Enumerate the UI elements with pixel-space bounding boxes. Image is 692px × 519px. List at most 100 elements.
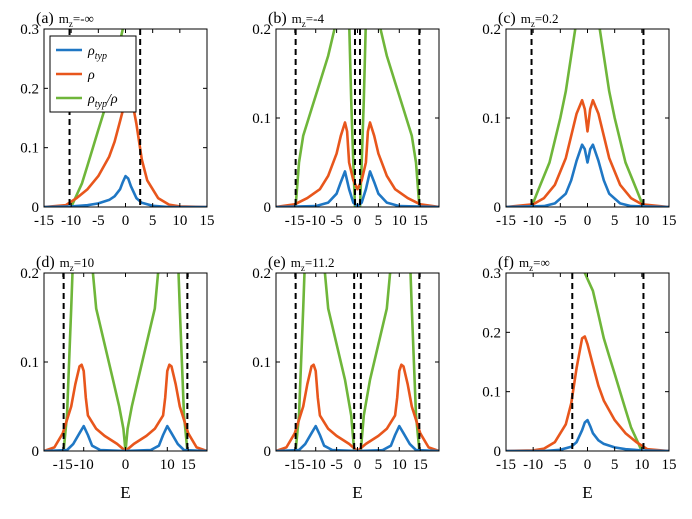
x-axis-label: E [352, 483, 362, 502]
x-axis-label: E [120, 483, 130, 502]
mz-sub: z [301, 263, 305, 273]
x-tick-label: -5 [330, 213, 343, 229]
panel-f: 0 0.1 0.2 0.3 -15 -10 -5 0 5 10 15 (f) mz=∞ E [482, 254, 676, 502]
panel-letter: (d) [36, 254, 55, 271]
legend-label-ratio: ρtyp/ρ [87, 92, 118, 110]
x-tick-label: -5 [330, 457, 343, 473]
x-tick-label: -5 [554, 213, 567, 229]
mz-sub: z [531, 19, 535, 29]
series-ratio-line [323, 273, 356, 451]
panel-letter: (f) [498, 254, 514, 271]
x-tick-label: 0 [354, 457, 362, 473]
x-tick-label: 5 [149, 213, 157, 229]
y-tick-label: 0.2 [482, 325, 501, 341]
x-tick-label: 0 [122, 457, 130, 473]
series-rho-line [44, 363, 207, 451]
y-tick-label: 0.2 [20, 266, 39, 282]
series-ratio-line [598, 29, 645, 207]
mz-label: m [59, 11, 69, 26]
x-tick-label: 15 [181, 457, 196, 473]
legend: ρtyp ρ ρtyp/ρ [49, 35, 137, 113]
y-tick-label: 0.1 [482, 111, 501, 127]
mz-value: =∞ [533, 255, 550, 270]
y-tick-label: 0 [32, 200, 40, 216]
series-typ-line [44, 424, 207, 451]
mz-sub: z [70, 263, 74, 273]
y-tick-label: 0.1 [252, 111, 271, 127]
y-tick-label: 0.2 [20, 81, 39, 97]
y-tick-label: 0.2 [252, 266, 271, 282]
x-tick-label: -10 [306, 457, 326, 473]
series-ratio-line [359, 273, 392, 451]
y-tick-label: 0.1 [20, 355, 39, 371]
mz-label: m [519, 255, 529, 270]
x-tick-label: 10 [172, 213, 187, 229]
mz-sub: z [302, 19, 306, 29]
x-tick-label: 0 [584, 213, 592, 229]
series-rho-line [506, 335, 669, 451]
panel-a: 0 0.1 0.2 0.3 -15 -10 -5 0 5 10 15 (a) mz=-∞ [20, 10, 214, 229]
panel-label: (b) mz=-4 [268, 10, 324, 29]
mz-label: m [60, 255, 70, 270]
x-tick-label: -10 [74, 457, 94, 473]
panel-label: (c) mz=0.2 [498, 10, 558, 29]
panel-letter: (b) [268, 10, 287, 27]
x-tick-label: -15 [34, 213, 54, 229]
x-tick-label: -15 [53, 457, 73, 473]
x-tick-label: 0 [122, 213, 130, 229]
mz-value: =-∞ [73, 11, 94, 26]
x-tick-label: -10 [306, 213, 326, 229]
mz-sub: z [69, 19, 73, 29]
x-tick-label: 15 [662, 457, 677, 473]
series-typ-line [276, 424, 439, 451]
mz-value: =10 [74, 255, 94, 270]
x-tick-label: 0 [584, 457, 592, 473]
x-tick-label: 15 [662, 213, 677, 229]
y-tick-label: 0.2 [252, 22, 271, 38]
x-tick-label: 5 [611, 213, 619, 229]
x-tick-label: -10 [61, 213, 81, 229]
x-tick-label: -10 [523, 213, 543, 229]
y-tick-label: 0.1 [252, 355, 271, 371]
mz-value: =0.2 [535, 11, 559, 26]
mz-label: m [291, 255, 301, 270]
x-tick-label: -10 [523, 457, 543, 473]
axes-frame [275, 28, 440, 208]
panel-b: 00.10.2-15 -10 -5 0 5 10 15(b) mz=-4 [252, 10, 440, 229]
axes-frame [505, 272, 670, 452]
x-tick-label: 15 [200, 213, 215, 229]
y-tick-label: 0 [264, 444, 272, 460]
y-tick-label: 0.3 [482, 266, 501, 282]
mz-label: m [521, 11, 531, 26]
x-tick-label: 5 [375, 457, 383, 473]
panel-letter: (c) [498, 10, 516, 27]
series-ratio-line [379, 29, 421, 207]
series-ratio-line [124, 273, 160, 451]
axes-frame [505, 28, 670, 208]
x-tick-label: 5 [375, 213, 383, 229]
x-tick-label: 10 [392, 457, 407, 473]
x-tick-label: -5 [554, 457, 567, 473]
mz-label: m [292, 11, 302, 26]
y-tick-label: 0 [494, 444, 502, 460]
x-tick-label: -15 [496, 457, 516, 473]
y-tick-label: 0.3 [20, 22, 39, 38]
panel-e: 00.10.2-15 -10 -5 0 5 10 15(e) mz=11.2E [252, 254, 440, 502]
x-tick-label: 10 [634, 213, 649, 229]
mz-value: =-4 [306, 11, 325, 26]
mz-sub: z [529, 263, 533, 273]
y-tick-label: 0 [32, 444, 40, 460]
x-tick-label: -15 [496, 213, 516, 229]
y-tick-label: 0.2 [482, 22, 501, 38]
legend-label-rho: ρ [87, 68, 95, 83]
x-tick-label: -15 [285, 457, 305, 473]
y-tick-label: 0.1 [20, 141, 39, 157]
x-tick-label: 0 [354, 213, 362, 229]
panel-c: 0 0.1 0.2 -15 -10 -5 0 5 10 15 (c) mz=0.2 [482, 10, 676, 229]
x-tick-label: 15 [413, 213, 428, 229]
y-tick-label: 0 [264, 200, 272, 216]
series-typ-line [506, 418, 669, 451]
x-tick-label: 15 [413, 457, 428, 473]
x-tick-label: 10 [634, 457, 649, 473]
